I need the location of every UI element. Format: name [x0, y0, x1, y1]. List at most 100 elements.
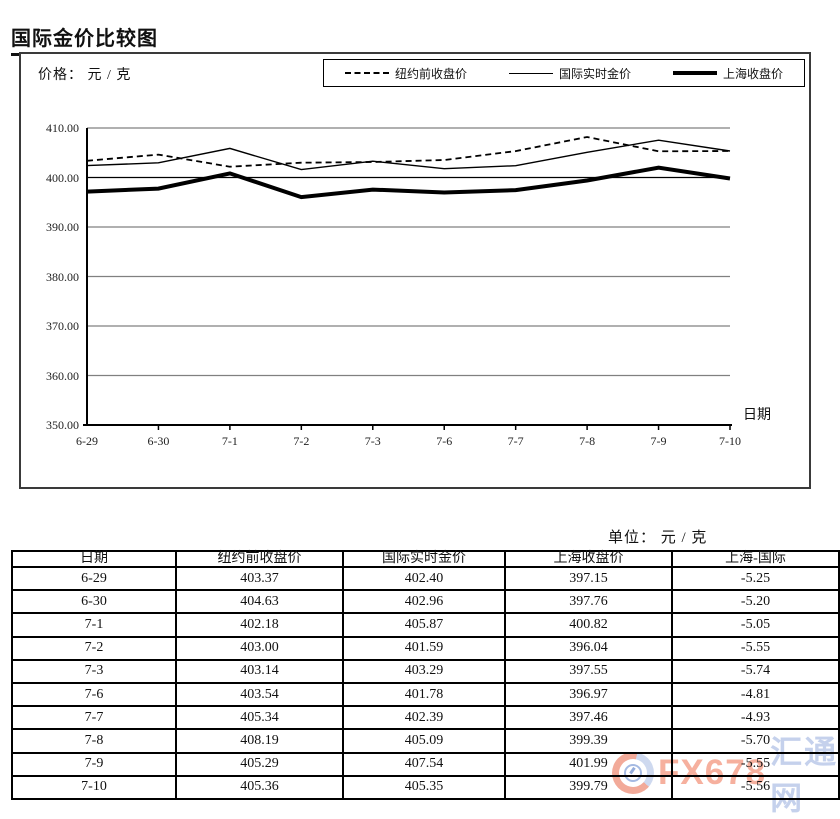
table-row: 7-8 408.19 405.09 399.39 -5.70 [11, 728, 840, 754]
date-cell: 7-9 [11, 751, 177, 777]
value-cell: 401.99 [504, 751, 673, 777]
table-row: 7-9 405.29 407.54 401.99 -5.55 [11, 751, 840, 777]
column-header-2: 纽约前收盘价 [175, 550, 344, 568]
x-tick-label-7-10: 7-10 [719, 434, 741, 448]
x-tick-label-7-8: 7-8 [579, 434, 596, 448]
legend-label: 纽约前收盘价 [394, 66, 467, 81]
column-header-5: 上海-国际 [671, 550, 840, 568]
series-line-国际实时金价 [86, 139, 731, 171]
x-tick-label-6-30: 6-30 [147, 434, 170, 448]
y-axis-unit-label: 价格： 元 / 克 [38, 68, 132, 83]
series-line-纽约前收盘价 [86, 136, 731, 168]
value-cell: -5.55 [671, 751, 840, 777]
table-row: 7-6 403.54 401.78 396.97 -4.81 [11, 681, 840, 708]
date-cell: 7-1 [11, 612, 177, 638]
y-tick-label-350: 350.00 [46, 418, 79, 432]
x-tick-label-7-9: 7-9 [650, 434, 667, 448]
date-cell: 7-2 [11, 635, 177, 661]
value-cell: 399.39 [504, 728, 673, 754]
y-tick-label-370: 370.00 [46, 319, 79, 333]
line-chart-plot [83, 127, 732, 430]
value-cell: -4.93 [671, 705, 840, 731]
table-unit-label: 单位： 元 / 克 [608, 530, 708, 546]
chart-legend: 纽约前收盘价 国际实时金价 上海收盘价 [323, 59, 805, 87]
gold-price-chart-panel: 价格： 元 / 克 纽约前收盘价 国际实时金价 上海收盘价 日期 350.00 3… [19, 52, 811, 489]
x-tick-label-7-6: 7-6 [436, 434, 453, 448]
value-cell: 403.37 [175, 565, 344, 592]
x-axis-title: 日期 [743, 408, 771, 423]
value-cell: 396.04 [504, 635, 673, 661]
value-cell: 408.19 [175, 728, 344, 754]
value-cell: 405.87 [342, 612, 506, 638]
y-tick-label-390: 390.00 [46, 220, 79, 234]
value-cell: 397.46 [504, 705, 673, 731]
y-tick-label-410: 410.00 [46, 121, 79, 135]
column-header-3: 国际实时金价 [342, 550, 506, 568]
column-header-4: 上海收盘价 [504, 550, 673, 568]
value-cell: 397.55 [504, 658, 673, 684]
value-cell: 405.29 [175, 751, 344, 777]
value-cell: 403.00 [175, 635, 344, 661]
value-cell: 401.78 [342, 681, 506, 708]
value-cell: 404.63 [175, 589, 344, 615]
value-cell: 399.79 [504, 774, 673, 801]
value-cell: 405.34 [175, 705, 344, 731]
value-cell: -5.74 [671, 658, 840, 684]
value-cell: -5.56 [671, 774, 840, 801]
x-tick-label-7-3: 7-3 [364, 434, 381, 448]
value-cell: 400.82 [504, 612, 673, 638]
legend-item-shanghai-close: 上海收盘价 [672, 65, 783, 82]
value-cell: -5.70 [671, 728, 840, 754]
table-row: 6-29 403.37 402.40 397.15 -5.25 [11, 565, 840, 592]
value-cell: 405.09 [342, 728, 506, 754]
value-cell: 402.96 [342, 589, 506, 615]
thin-line-swatch-icon [508, 72, 553, 74]
legend-label: 上海收盘价 [722, 66, 783, 81]
date-cell: 7-8 [11, 728, 177, 754]
value-cell: -5.55 [671, 635, 840, 661]
table-row: 6-30 404.63 402.96 397.76 -5.20 [11, 589, 840, 615]
date-cell: 7-3 [11, 658, 177, 684]
value-cell: -5.25 [671, 565, 840, 592]
value-cell: 396.97 [504, 681, 673, 708]
value-cell: 403.14 [175, 658, 344, 684]
price-comparison-table: 日期 纽约前收盘价 国际实时金价 上海收盘价 上海-国际 6-29 403.37 402.4… [11, 550, 840, 801]
value-cell: 401.59 [342, 635, 506, 661]
value-cell: 403.54 [175, 681, 344, 708]
y-tick-label-380: 380.00 [46, 269, 79, 284]
y-tick-label-400: 400.00 [46, 170, 79, 185]
dashed-line-swatch-icon [344, 72, 389, 74]
table-row: 7-7 405.34 402.39 397.46 -4.93 [11, 705, 840, 731]
date-cell: 7-10 [11, 774, 177, 801]
x-tick-label-6-29: 6-29 [76, 434, 98, 448]
legend-label: 国际实时金价 [558, 66, 631, 81]
table-row: 7-3 403.14 403.29 397.55 -5.74 [11, 658, 840, 684]
value-cell: 402.39 [342, 705, 506, 731]
y-tick-label-360: 360.00 [46, 368, 79, 383]
value-cell: 405.35 [342, 774, 506, 801]
value-cell: 402.40 [342, 565, 506, 592]
value-cell: 402.18 [175, 612, 344, 638]
value-cell: -5.20 [671, 589, 840, 615]
table-header: 日期 纽约前收盘价 国际实时金价 上海收盘价 上海-国际 [11, 550, 840, 568]
value-cell: -4.81 [671, 681, 840, 708]
x-tick-label-7-2: 7-2 [293, 434, 310, 448]
thick-line-swatch-icon [672, 71, 717, 75]
table-row: 7-2 403.00 401.59 396.04 -5.55 [11, 635, 840, 661]
page-title: 国际金价比较图 [11, 22, 158, 56]
column-header-1: 日期 [11, 550, 177, 568]
x-tick-label-7-1: 7-1 [221, 434, 238, 448]
value-cell: -5.05 [671, 612, 840, 638]
legend-item-intl-realtime: 国际实时金价 [508, 65, 631, 82]
date-cell: 7-6 [11, 681, 177, 708]
value-cell: 403.29 [342, 658, 506, 684]
value-cell: 397.15 [504, 565, 673, 592]
value-cell: 407.54 [342, 751, 506, 777]
date-cell: 6-29 [11, 565, 177, 592]
x-tick-label-7-7: 7-7 [507, 434, 524, 448]
table-row: 7-1 402.18 405.87 400.82 -5.05 [11, 612, 840, 638]
value-cell: 397.76 [504, 589, 673, 615]
value-cell: 405.36 [175, 774, 344, 801]
date-cell: 6-30 [11, 589, 177, 615]
